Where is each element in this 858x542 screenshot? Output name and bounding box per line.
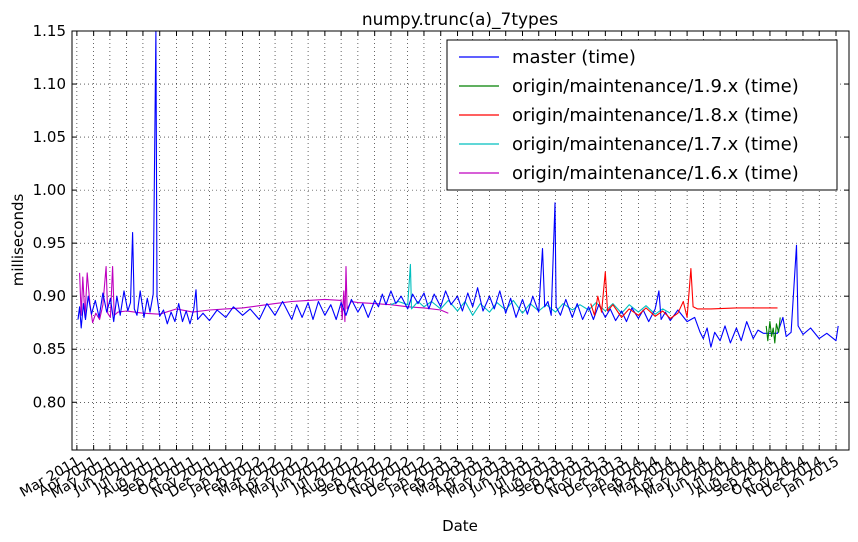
y-tick-label: 0.85 xyxy=(33,340,66,358)
y-tick-label: 1.10 xyxy=(33,75,66,93)
y-tick-label: 0.95 xyxy=(33,234,66,252)
legend-label: origin/maintenance/1.8.x (time) xyxy=(512,105,799,126)
legend-label: origin/maintenance/1.7.x (time) xyxy=(512,134,799,155)
y-tick-label: 0.80 xyxy=(33,393,66,411)
legend-label: master (time) xyxy=(512,47,636,68)
series-line xyxy=(765,317,781,344)
legend-label: origin/maintenance/1.6.x (time) xyxy=(512,163,799,184)
y-tick-label: 1.05 xyxy=(33,128,66,146)
series-line xyxy=(390,263,671,316)
legend-box xyxy=(446,39,838,191)
plot-frame xyxy=(71,30,850,451)
y-tick-label: 1.15 xyxy=(33,22,66,40)
axis-ticks xyxy=(72,30,849,450)
y-tick-labels: 0.80 0.85 0.90 0.95 1.00 1.05 1.10 1.15 xyxy=(33,22,66,411)
series-lines xyxy=(77,31,839,348)
y-tick-label: 1.00 xyxy=(33,181,66,199)
y-axis-label: milliseconds xyxy=(9,194,27,287)
series-line xyxy=(79,265,449,324)
series-line xyxy=(590,268,778,320)
legend-label: origin/maintenance/1.9.x (time) xyxy=(512,76,799,97)
chart-title: numpy.trunc(a)_7types xyxy=(362,10,558,30)
legend: master (time) origin/maintenance/1.9.x (t… xyxy=(446,39,838,191)
y-tick-label: 0.90 xyxy=(33,287,66,305)
x-axis-label: Date xyxy=(442,517,478,535)
series-line xyxy=(77,31,839,348)
